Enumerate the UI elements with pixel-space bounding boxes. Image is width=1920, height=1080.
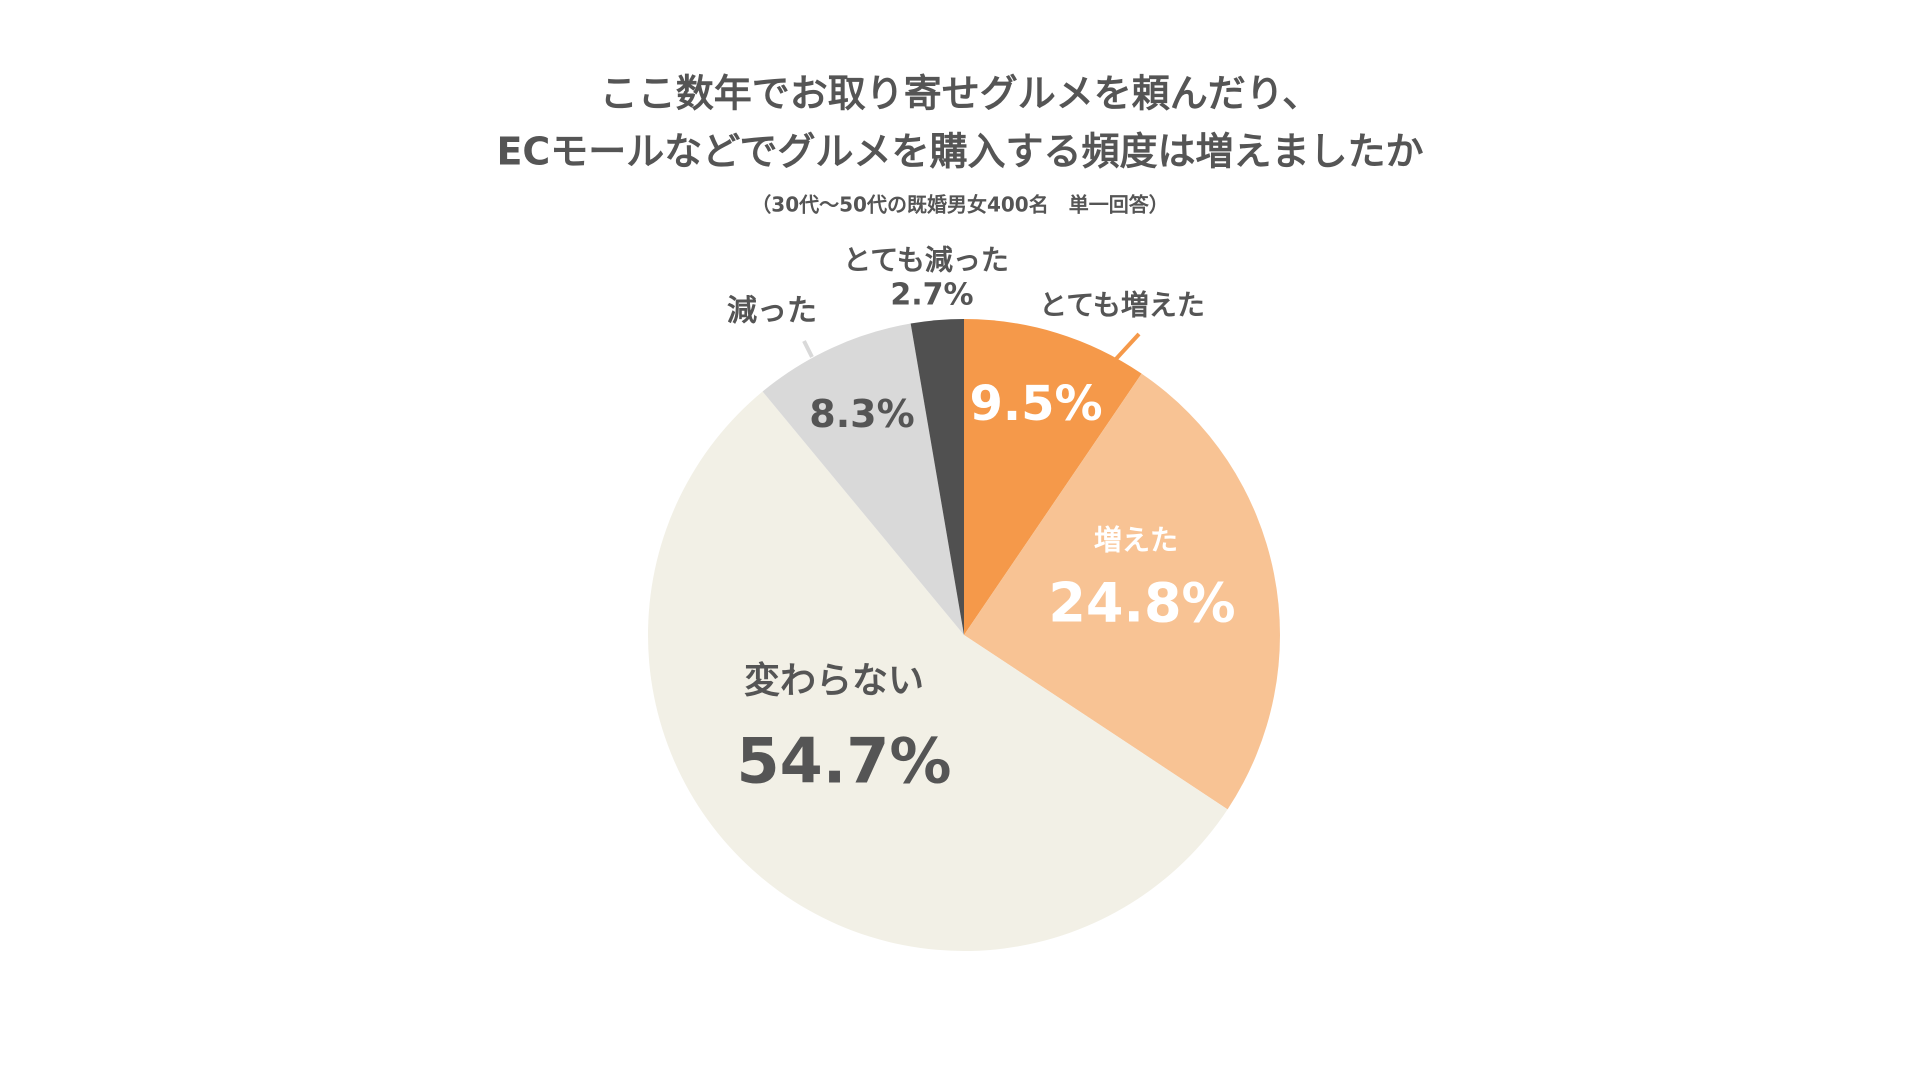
label-decreased: 減った	[727, 294, 817, 329]
label-unchanged: 変わらない	[744, 660, 924, 702]
pie-slice-4	[910, 319, 964, 635]
pie-slice-0	[964, 319, 1142, 635]
leader-line-decreased	[802, 340, 814, 358]
value-very-increased: 9.5%	[969, 376, 1102, 432]
label-increased: 増えた	[1094, 524, 1178, 557]
chart-subtitle: （30代～50代の既婚男女400名 単一回答）	[751, 192, 1169, 217]
value-decreased: 8.3%	[809, 392, 914, 436]
leader-line-very-increased	[1114, 332, 1141, 361]
value-unchanged: 54.7%	[736, 725, 951, 798]
label-very-decreased: とても減った	[843, 244, 1009, 277]
value-very-decreased: 2.7%	[890, 278, 973, 313]
label-very-increased: とても増えた	[1039, 289, 1205, 322]
chart-title-line-2: ECモールなどでグルメを購入する頻度は増えましたか	[496, 129, 1424, 174]
value-increased: 24.8%	[1048, 572, 1235, 635]
pie-slice-2	[647, 391, 1228, 952]
pie-slice-1	[964, 373, 1280, 810]
pie-slice-3	[762, 323, 964, 635]
chart-title-line-1: ここ数年でお取り寄せグルメを頼んだり、	[599, 71, 1321, 116]
